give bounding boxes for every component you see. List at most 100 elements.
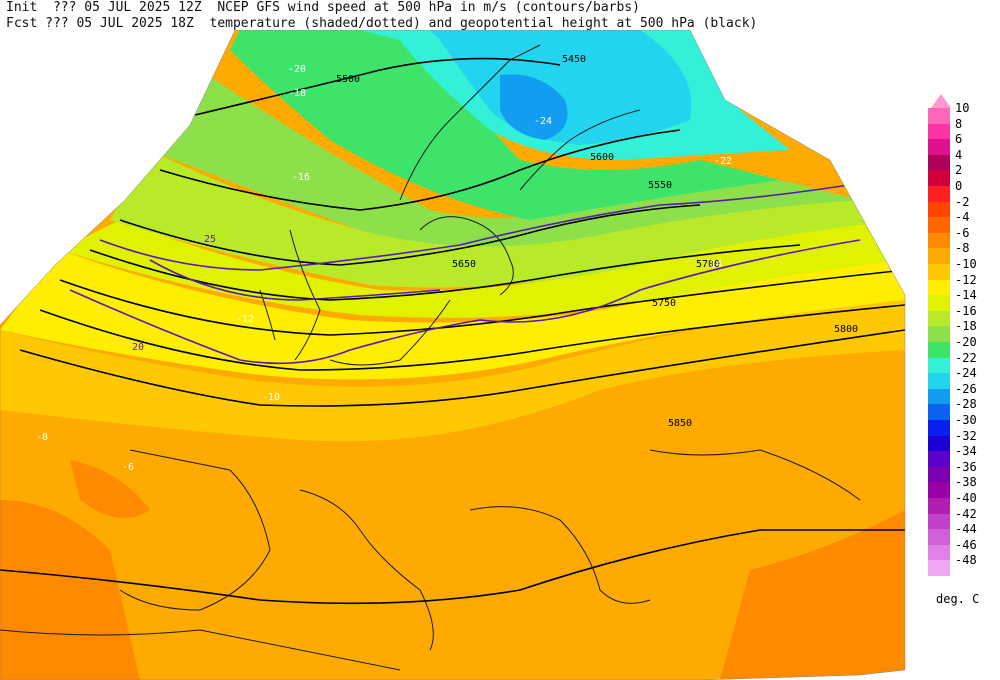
wind-label-25: 25	[204, 234, 216, 245]
colorbar-swatch	[928, 404, 950, 420]
wind-contour-20-north	[99, 179, 881, 271]
height-contour-5750	[39, 304, 905, 371]
colorbar-label: -6	[955, 225, 970, 240]
coast-baltic	[419, 216, 514, 296]
height-label-5550: 5550	[648, 180, 672, 191]
colorbar-swatch	[928, 295, 950, 311]
temp-label-minus18: -18	[288, 88, 306, 99]
colorbar-label: 4	[955, 147, 963, 162]
coast-north-sea	[329, 299, 451, 366]
weather-map: 5500 5450 5550 5600 5650 5700 5750 5800 …	[0, 30, 906, 680]
colorbar-label: -48	[955, 553, 977, 568]
wind-labels: 20 25	[132, 234, 216, 353]
height-contour-5500	[194, 57, 561, 116]
colorbar-swatch	[928, 342, 950, 358]
temp-band-minus6-east	[720, 510, 905, 680]
colorbar-label: -42	[955, 506, 977, 521]
chart-header: Init ??? 05 JUL 2025 12Z NCEP GFS wind s…	[6, 0, 906, 34]
wind-label-20: 20	[132, 342, 144, 353]
temp-label-minus20: -20	[288, 64, 306, 75]
colorbar-swatch	[928, 513, 950, 530]
colorbar-swatch	[928, 108, 950, 124]
height-label-5450: 5450	[562, 54, 586, 65]
temp-label-minus12: -12	[236, 314, 254, 325]
colorbar-swatch	[928, 310, 950, 327]
coast-iberia	[119, 449, 271, 611]
coast-italy	[299, 489, 434, 651]
colorbar-label: 2	[955, 163, 963, 178]
colorbar-swatch	[928, 170, 950, 186]
colorbar-label: -4	[955, 210, 970, 225]
coast-black-sea	[649, 449, 861, 501]
colorbar-swatch	[928, 123, 950, 140]
temp-label-minus24: -24	[534, 116, 552, 127]
colorbar-swatch	[928, 482, 950, 498]
wind-contour-20-south	[69, 239, 861, 365]
colorbar-swatch	[928, 217, 950, 233]
temp-label-minus6: -6	[122, 462, 134, 473]
temp-band-minus6-iberia	[70, 460, 150, 518]
height-label-5650: 5650	[452, 259, 476, 270]
temp-band-minus26	[500, 74, 568, 140]
height-label-5850: 5850	[668, 418, 692, 429]
height-labels: 5500 5450 5550 5600 5650 5700 5750 5800 …	[336, 54, 858, 429]
temp-band-minus14	[60, 220, 905, 318]
init-line: Init ??? 05 JUL 2025 12Z NCEP GFS wind s…	[6, 0, 640, 15]
coast-britain	[289, 229, 321, 361]
height-label-5750: 5750	[652, 298, 676, 309]
temp-band-minus20	[230, 30, 780, 220]
colorbar-swatch	[928, 373, 950, 389]
temp-label-minus14: -14	[704, 259, 722, 270]
colorbar-label: -38	[955, 475, 977, 490]
colorbar-label: -34	[955, 444, 977, 459]
colorbar-label: -20	[955, 335, 977, 349]
wind-contour-25	[149, 259, 441, 301]
colorbar-swatch	[928, 498, 950, 514]
colorbar-swatch	[928, 326, 950, 342]
colorbar-label: -2	[955, 194, 970, 209]
colorbar-swatch	[928, 560, 950, 576]
height-label-5500: 5500	[336, 74, 360, 85]
colorbar-swatch	[928, 529, 950, 545]
coast-balkans	[469, 506, 651, 604]
height-contour-5600	[119, 204, 701, 266]
temp-band-minus18	[150, 70, 860, 247]
colorbar-swatch	[928, 466, 950, 483]
colorbar-label: -36	[955, 459, 977, 474]
temp-label-minus10: -10	[262, 392, 280, 403]
coast-scandinavia-west	[399, 44, 541, 201]
colorbar-swatch	[928, 248, 950, 264]
colorbar-swatch	[928, 420, 950, 436]
colorbar-swatch	[928, 186, 950, 202]
height-contour-5800	[19, 329, 905, 407]
colorbar-label: 0	[955, 179, 963, 193]
colorbar-arrow-icon	[931, 94, 951, 108]
colorbar-swatch	[928, 264, 950, 280]
colorbar-label: -40	[955, 491, 977, 505]
colorbar-swatch	[928, 435, 950, 452]
forecast-line: Fcst ??? 05 JUL 2025 18Z temperature (sh…	[6, 16, 758, 31]
height-contour-5650	[89, 244, 801, 301]
colorbar-label: -22	[955, 350, 977, 365]
height-contour-5700	[59, 269, 905, 336]
colorbar-label: -8	[955, 241, 970, 256]
colorbar-units: deg. C	[936, 592, 980, 606]
colorbar-swatch	[928, 388, 950, 405]
colorbar-label: -46	[955, 537, 977, 552]
colorbar-swatch	[928, 544, 950, 561]
temp-label-minus22: -22	[714, 156, 732, 167]
colorbar-swatch	[928, 279, 950, 296]
colorbar-label: -12	[955, 272, 977, 287]
colorbar-swatch	[928, 357, 950, 374]
height-label-5600: 5600	[590, 152, 614, 163]
colorbar-swatch	[928, 232, 950, 249]
temp-band-minus12	[0, 250, 905, 380]
colorbar-label: -24	[955, 366, 977, 381]
colorbar-label: -32	[955, 428, 977, 443]
temp-labels: -24 -22 -20 -18 -16 -14 -12 -10 -8 -6	[36, 64, 732, 473]
colorbar-label: -28	[955, 397, 977, 412]
colorbar-swatch	[928, 451, 950, 467]
temp-band-minus10	[0, 295, 905, 442]
map-outline	[0, 30, 906, 680]
height-label-5700: 5700	[696, 259, 720, 270]
